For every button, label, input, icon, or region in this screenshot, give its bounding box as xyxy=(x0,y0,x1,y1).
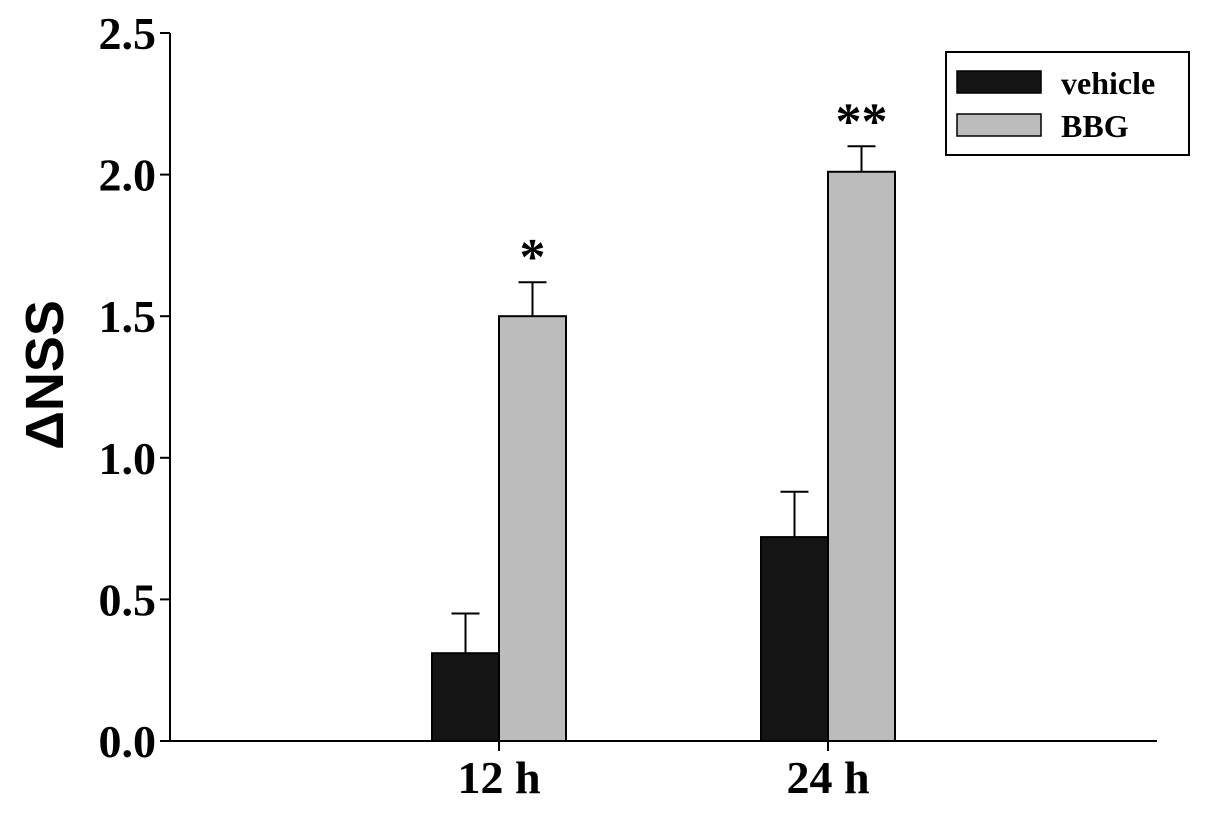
legend: vehicle BBG xyxy=(945,51,1190,156)
y-tick-label: 1.5 xyxy=(99,291,157,342)
y-tick-label: 1.0 xyxy=(99,433,157,484)
y-tick-label: 2.0 xyxy=(99,150,157,201)
x-tick-label: 24 h xyxy=(786,752,869,803)
y-axis-label: ΔNSS xyxy=(15,300,75,450)
y-tick-label: 0.5 xyxy=(99,574,157,625)
bar-vehicle-24h xyxy=(760,536,829,743)
legend-swatch xyxy=(956,70,1042,94)
x-tick-label: 12 h xyxy=(457,752,540,803)
bar-bbg-12h xyxy=(498,315,567,742)
legend-label: BBG xyxy=(1061,108,1129,144)
bars: *** xyxy=(431,93,896,743)
bar-bbg-24h xyxy=(827,170,896,742)
legend-label: vehicle xyxy=(1061,65,1155,101)
legend-box xyxy=(945,51,1190,156)
y-tick-label: 2.5 xyxy=(99,8,157,59)
significance-marker: ** xyxy=(836,93,888,150)
legend-swatch xyxy=(956,113,1042,137)
significance-marker: * xyxy=(520,229,546,286)
y-tick-label: 0.0 xyxy=(99,716,157,767)
bar-vehicle-12h xyxy=(431,652,500,743)
axes: 0.0 0.5 1.0 1.5 2.0 2.5 12 h 24 h xyxy=(99,8,1157,803)
